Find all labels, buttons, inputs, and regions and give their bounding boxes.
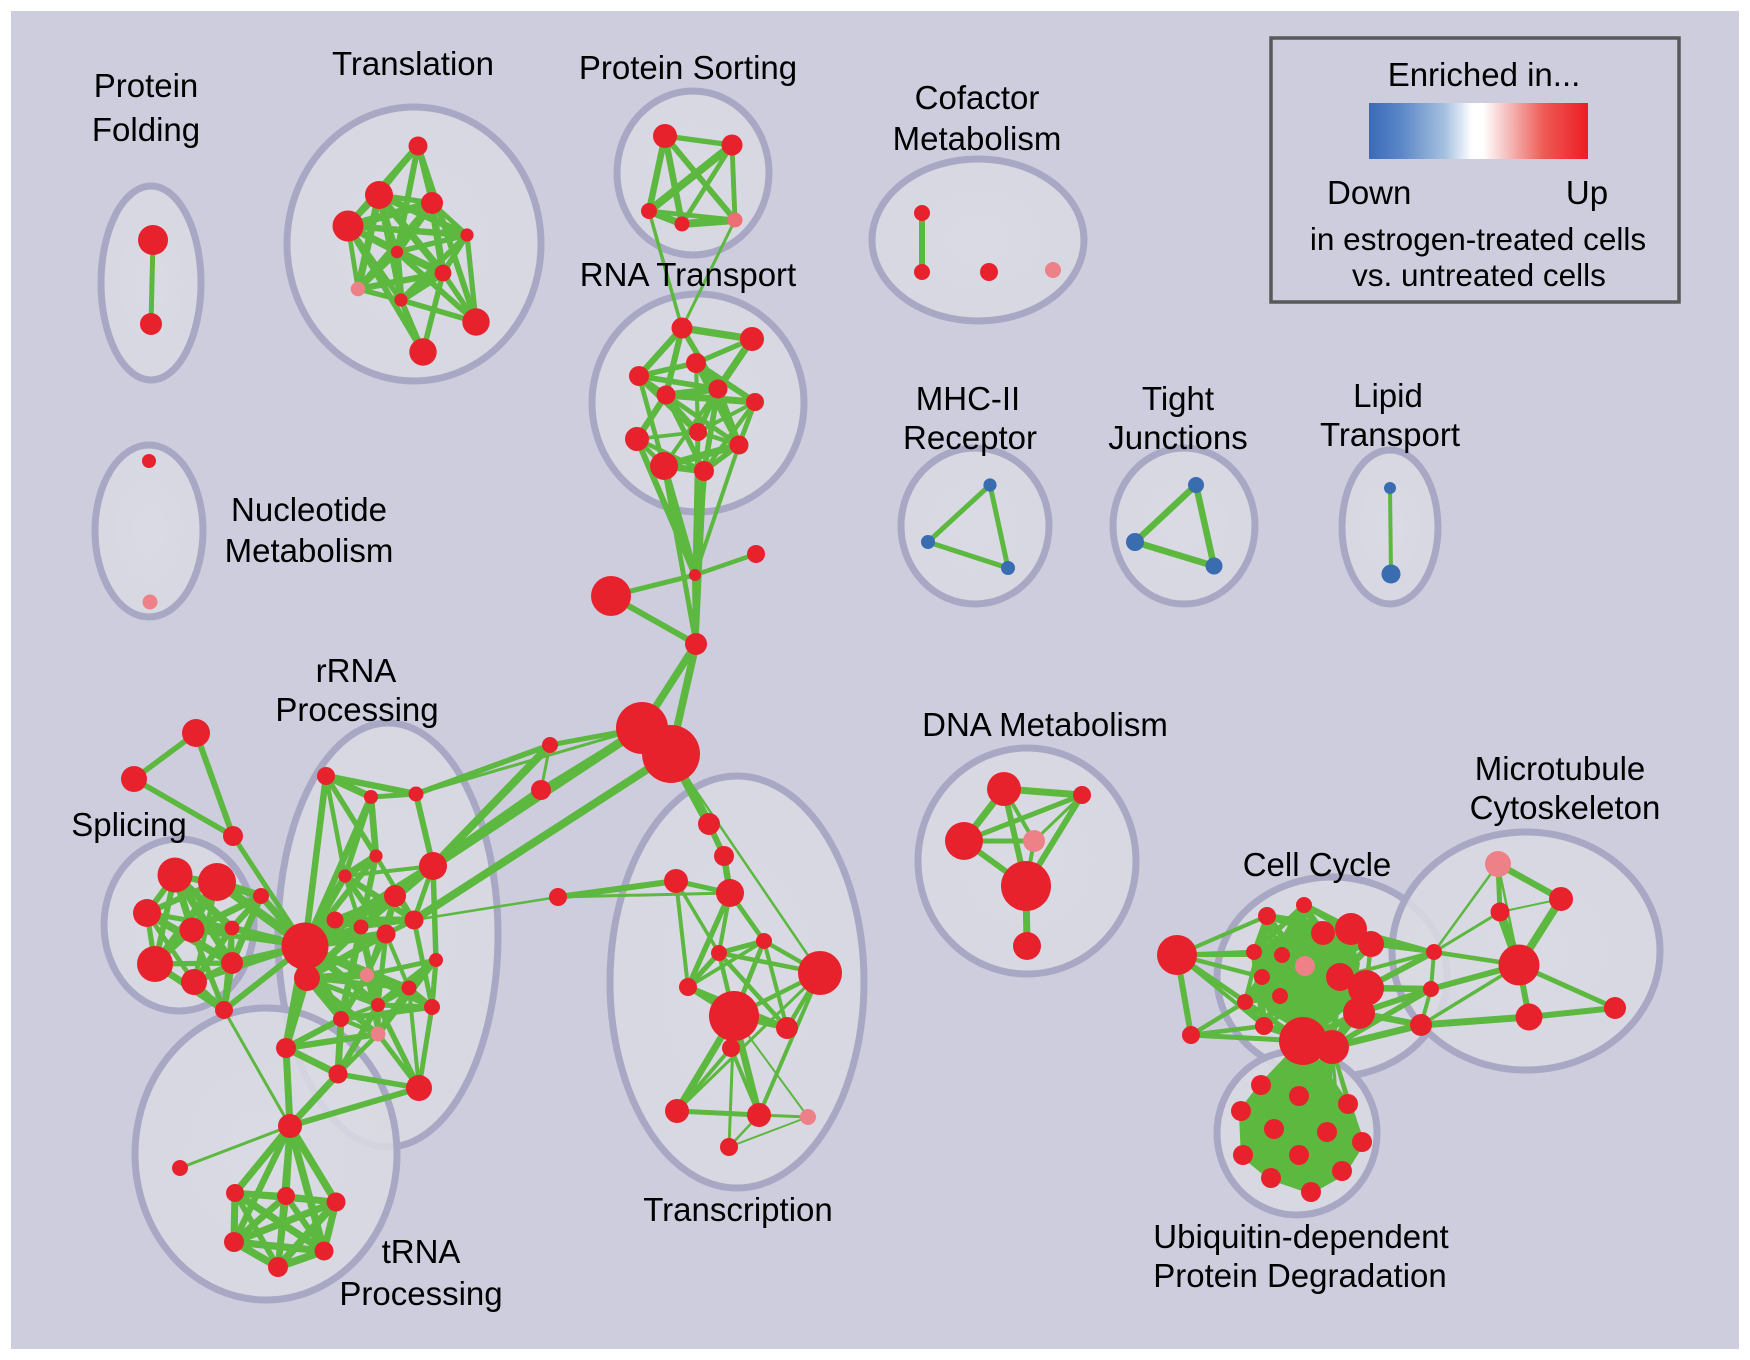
svg-text:RNA Transport: RNA Transport: [580, 256, 796, 293]
svg-text:Down: Down: [1327, 174, 1411, 211]
svg-text:Enriched in...: Enriched in...: [1388, 56, 1581, 93]
svg-text:Lipid: Lipid: [1353, 377, 1423, 414]
svg-text:Cofactor: Cofactor: [915, 79, 1040, 116]
svg-text:Ubiquitin-dependent: Ubiquitin-dependent: [1153, 1218, 1448, 1255]
svg-text:tRNA: tRNA: [382, 1233, 461, 1270]
svg-text:Protein: Protein: [94, 67, 199, 104]
svg-text:Transcription: Transcription: [643, 1191, 833, 1228]
svg-text:Microtubule: Microtubule: [1475, 750, 1646, 787]
svg-text:Metabolism: Metabolism: [225, 532, 394, 569]
svg-text:in estrogen-treated cells: in estrogen-treated cells: [1310, 221, 1646, 257]
svg-text:Metabolism: Metabolism: [893, 120, 1062, 157]
svg-text:Folding: Folding: [92, 111, 200, 148]
svg-text:Receptor: Receptor: [903, 419, 1037, 456]
svg-text:Transport: Transport: [1320, 416, 1460, 453]
svg-text:Processing: Processing: [339, 1275, 502, 1312]
svg-text:Processing: Processing: [275, 691, 438, 728]
svg-text:rRNA: rRNA: [316, 652, 397, 689]
svg-text:MHC-II: MHC-II: [916, 380, 1020, 417]
svg-text:Cell Cycle: Cell Cycle: [1243, 846, 1392, 883]
svg-text:DNA Metabolism: DNA Metabolism: [922, 706, 1168, 743]
svg-text:Protein Sorting: Protein Sorting: [579, 49, 797, 86]
svg-text:Translation: Translation: [332, 45, 494, 82]
svg-text:Protein Degradation: Protein Degradation: [1153, 1257, 1447, 1294]
svg-text:Junctions: Junctions: [1108, 419, 1247, 456]
svg-text:Tight: Tight: [1142, 380, 1214, 417]
svg-text:Nucleotide: Nucleotide: [231, 491, 387, 528]
svg-text:vs. untreated cells: vs. untreated cells: [1352, 257, 1606, 293]
svg-text:Up: Up: [1566, 174, 1608, 211]
svg-text:Cytoskeleton: Cytoskeleton: [1470, 789, 1661, 826]
svg-text:Splicing: Splicing: [71, 806, 187, 843]
